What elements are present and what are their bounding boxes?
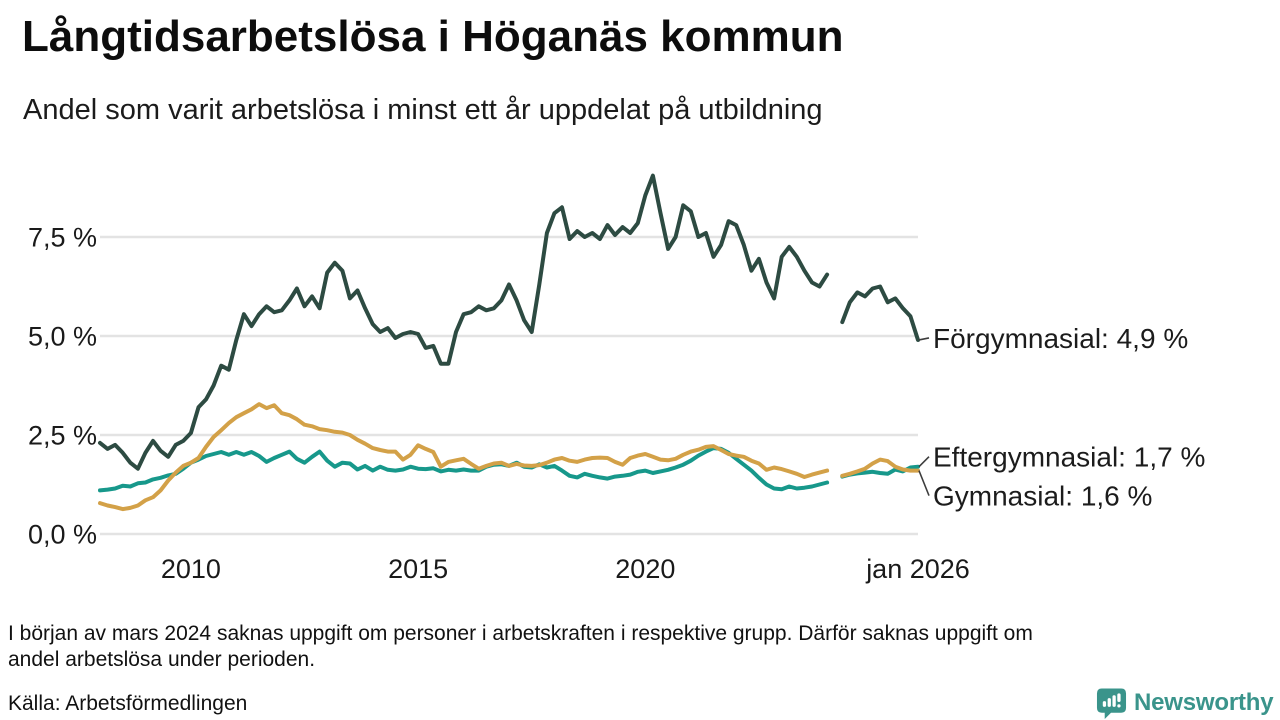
newsworthy-logo-icon [1096,688,1127,719]
x-axis-tick-label: 2020 [615,554,675,584]
series-end-label-gymnasial: Gymnasial: 1,6 % [933,480,1152,511]
x-axis-tick-label: 2015 [388,554,448,584]
y-axis-tick-label: 0,0 % [28,519,97,549]
series-end-label-förgymnasial: Förgymnasial: 4,9 % [933,323,1188,354]
end-label-connector [918,337,930,341]
x-axis-tick-label: 2010 [161,554,221,584]
footnote: I början av mars 2024 saknas uppgift om … [8,621,1033,673]
y-axis-tick-label: 7,5 % [28,222,97,252]
x-axis-tick-label: jan 2026 [865,554,970,584]
newsworthy-branding: Newsworthy [1096,687,1274,719]
page-subtitle: Andel som varit arbetslösa i minst ett å… [23,94,823,126]
end-label-connector [918,470,930,496]
series-line-eftergymnasial [98,446,920,493]
y-axis-tick-label: 2,5 % [28,420,97,450]
series-line-gymnasial [98,402,920,512]
footnote-line-2: andel arbetslösa under perioden. [8,648,316,671]
series-line-förgymnasial [98,173,920,471]
source-label: Källa: Arbetsförmedlingen [8,692,248,715]
end-label-connector [918,456,930,468]
newsworthy-logo-text: Newsworthy [1134,689,1274,716]
footnote-line-1: I början av mars 2024 saknas uppgift om … [8,622,1033,645]
series-end-label-eftergymnasial: Eftergymnasial: 1,7 % [933,441,1205,472]
page-title: Långtidsarbetslösa i Höganäs kommun [22,12,844,61]
y-axis-tick-label: 5,0 % [28,321,97,351]
